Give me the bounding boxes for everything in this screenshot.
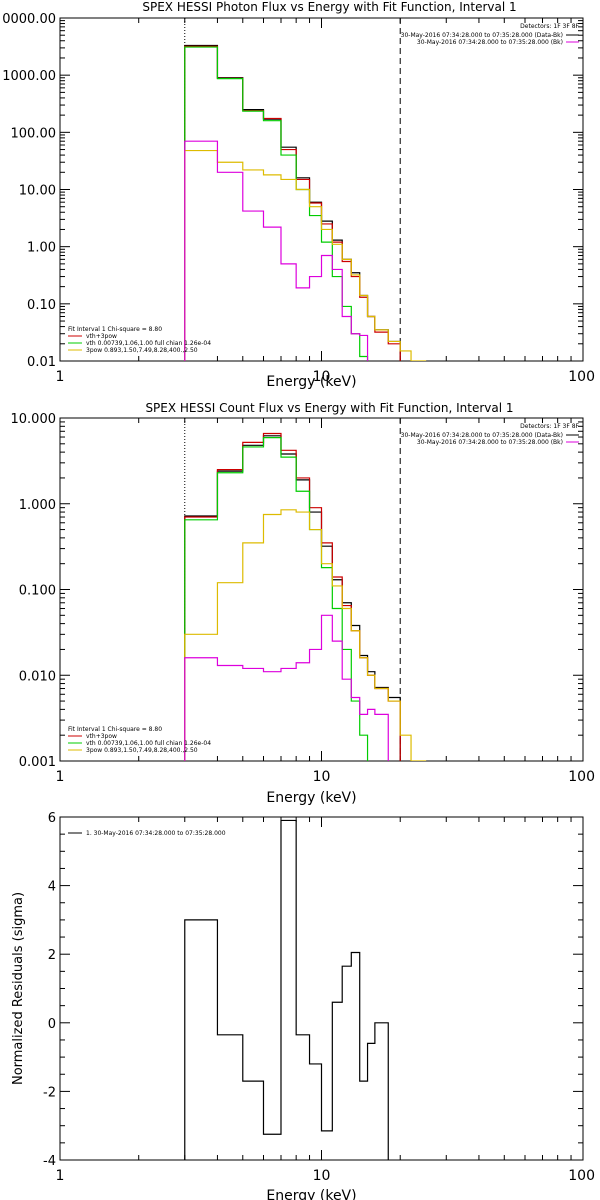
- legend-entry-text: 3pow 0.893,1.50,7.49,8.28,400.,2.50: [86, 747, 198, 754]
- y-tick-label: 1.00: [27, 241, 56, 256]
- legend-header: Detectors: 1F 3F 8F: [520, 423, 579, 430]
- plot-frame: [59, 417, 584, 762]
- y-tick-label: 2: [48, 948, 56, 963]
- legend-header: Fit Interval 1 Chi-square = 8.80: [68, 326, 162, 333]
- chart-title: SPEX HESSI Count Flux vs Energy with Fit…: [145, 401, 513, 415]
- x-tick-label: 10: [313, 369, 331, 385]
- legend-entry-text: vth 0.00739,1.06,1.00 full chian 1.26e-0…: [86, 340, 211, 347]
- series-line-1: [184, 819, 389, 1160]
- y-tick-label: 100.00: [11, 126, 57, 141]
- y-tick-label: 0.100: [19, 584, 56, 599]
- y-tick-label: 1.000: [19, 498, 56, 513]
- series-line-1: [184, 435, 401, 761]
- legend-entry-text: vth+3pow: [86, 733, 117, 740]
- x-tick-label: 10: [313, 1168, 331, 1184]
- series-line-3: [184, 46, 369, 361]
- y-tick-label: 4: [48, 880, 56, 895]
- x-tick-label: 1: [56, 769, 65, 785]
- x-tick-label: 100: [568, 769, 595, 785]
- x-axis-label: Energy (keV): [266, 1188, 356, 1200]
- y-tick-label: 10.000: [11, 412, 57, 427]
- chart-3: 1 10 100 -4 -2 0 2 4 6 Energy (keV) Normalized Res…: [11, 811, 595, 1200]
- y-tick-label: -4: [43, 1154, 56, 1169]
- legend-entry-text: vth 0.00739,1.06,1.00 full chian 1.26e-0…: [86, 740, 211, 747]
- legend-entry-text: 30-May-2016 07:34:28.000 to 07:35:28.000…: [401, 32, 563, 39]
- series-line-3: [184, 437, 369, 761]
- plot-frame: [59, 17, 584, 362]
- legend-entry-text: 1. 30-May-2016 07:34:28.000 to 07:35:28.…: [86, 830, 226, 837]
- chart-title: SPEX HESSI Photon Flux vs Energy with Fi…: [142, 0, 516, 14]
- y-tick-label: 0.01: [27, 355, 56, 370]
- legend-header: Detectors: 1F 3F 8F: [520, 23, 579, 30]
- x-tick-label: 100: [568, 1168, 595, 1184]
- legend-header: Fit Interval 1 Chi-square = 8.80: [68, 726, 162, 733]
- y-tick-label: 0.001: [19, 755, 56, 770]
- legend-entry-text: vth+3pow: [86, 333, 117, 340]
- legend-entry-text: 30-May-2016 07:34:28.000 to 07:35:28.000…: [401, 432, 563, 439]
- plot-data: [184, 44, 427, 361]
- y-axis-label: Normalized Residuals (sigma): [11, 892, 26, 1085]
- series-line-4: [184, 509, 427, 761]
- y-tick-label: 10.00: [19, 184, 56, 199]
- x-tick-label: 1: [56, 369, 65, 385]
- y-tick-label: 0000.00: [2, 12, 56, 27]
- chart-1: SPEX HESSI Photon Flux vs Energy with Fi…: [2, 0, 595, 390]
- y-tick-label: -2: [43, 1085, 56, 1100]
- x-axis-label: Energy (keV): [266, 790, 356, 806]
- x-tick-label: 1: [56, 1168, 65, 1184]
- legend-entry-text: 30-May-2016 07:34:28.000 to 07:35:28.000…: [417, 39, 563, 46]
- series-line-4: [184, 149, 427, 361]
- series-line-5: [184, 140, 369, 361]
- y-tick-label: 0.10: [27, 298, 56, 313]
- y-tick-label: 6: [48, 811, 56, 826]
- chart-2: SPEX HESSI Count Flux vs Energy with Fit…: [11, 401, 596, 806]
- x-tick-label: 100: [568, 369, 595, 385]
- y-tick-label: 1000.00: [2, 69, 56, 84]
- y-tick-label: 0: [48, 1017, 56, 1032]
- x-axis-label: Energy (keV): [266, 374, 356, 390]
- y-tick-label: 0.010: [19, 669, 56, 684]
- legend-entry-text: 3pow 0.893,1.50,7.49,8.28,400.,2.50: [86, 347, 198, 354]
- x-tick-label: 10: [313, 769, 331, 785]
- plot-data: [184, 819, 389, 1160]
- series-line-5: [184, 614, 389, 761]
- plot-data: [184, 432, 427, 761]
- legend-entry-text: 30-May-2016 07:34:28.000 to 07:35:28.000…: [417, 439, 563, 446]
